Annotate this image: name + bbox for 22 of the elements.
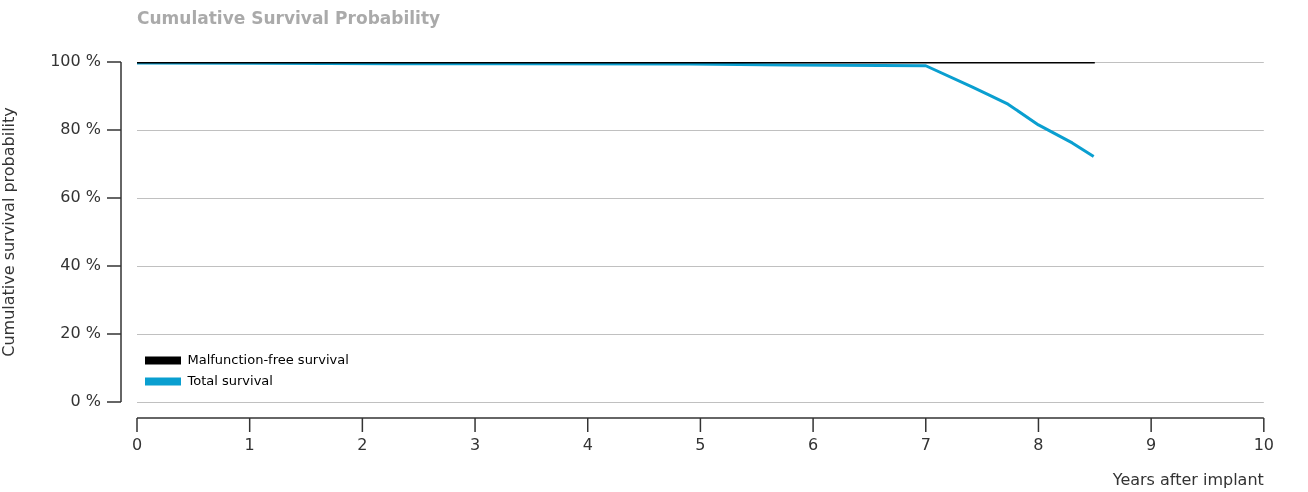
x-tick-label: 0	[131, 434, 143, 454]
x-tick-label: 2	[357, 434, 368, 454]
y-tick-label: 40 %	[60, 255, 101, 275]
x-tick-label: 8	[1033, 434, 1044, 454]
y-tick-label: 60 %	[60, 187, 101, 207]
x-tick-label: 6	[808, 434, 819, 454]
chart-title: Cumulative Survival Probability	[137, 8, 441, 28]
x-tick-label: 9	[1146, 434, 1157, 454]
x-tick-label: 10	[1253, 434, 1274, 454]
x-tick-label: 7	[920, 434, 931, 454]
legend-label: Malfunction-free survival	[187, 351, 349, 367]
legend-label: Total survival	[186, 372, 273, 388]
x-tick-label: 5	[695, 434, 706, 454]
x-axis-title: Years after implant	[1111, 469, 1264, 489]
y-tick-label: 20 %	[60, 323, 101, 343]
y-tick-label: 0 %	[70, 391, 101, 411]
x-tick-label: 3	[469, 434, 481, 454]
y-tick-label: 80 %	[60, 119, 101, 139]
x-tick-label: 1	[244, 434, 255, 454]
y-tick-label: 100 %	[50, 51, 101, 71]
x-tick-label: 4	[582, 434, 593, 454]
y-axis-title: Cumulative survival probability	[0, 107, 18, 357]
